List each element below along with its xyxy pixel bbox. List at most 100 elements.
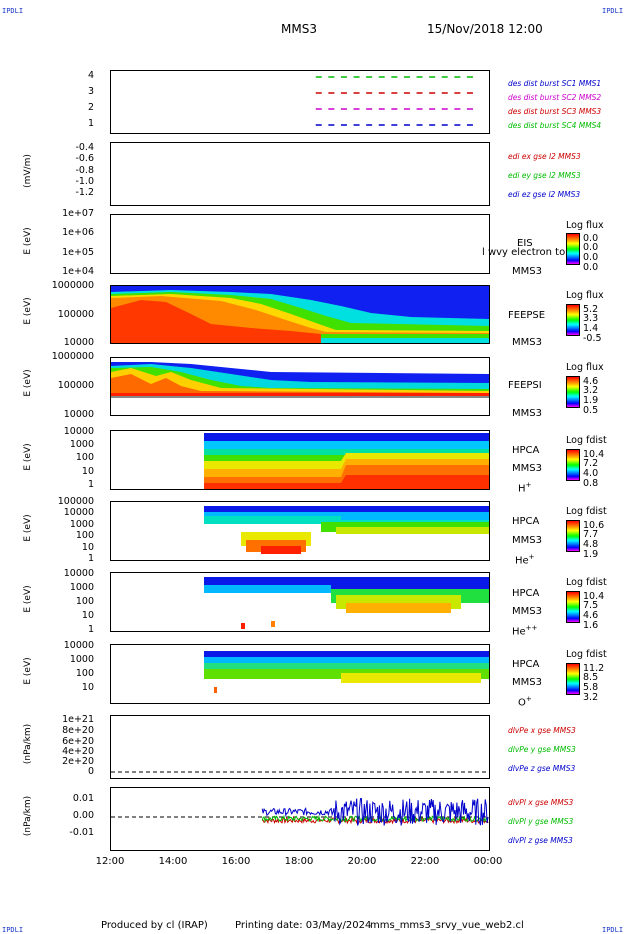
divpe-ytick: 8e+20: [62, 725, 94, 736]
burst-ytick: 3: [87, 86, 94, 97]
feepse-panel: [110, 285, 490, 344]
hpca-he-cb-title: Log fdist: [566, 506, 607, 517]
hpca-he2-ytick: 10000: [63, 568, 94, 579]
divpi-ytick: -0.01: [69, 827, 94, 838]
eis-cb-title: Log flux: [566, 220, 604, 231]
feepsi-colorbar: [566, 376, 580, 408]
eis-cb-tick: 0.0: [583, 233, 599, 244]
hpca-h-sc: MMS3: [512, 463, 542, 474]
eis-cb-tick: 0.0: [583, 242, 599, 253]
hpca-o-ytick: 10: [81, 682, 94, 693]
hpca-he2-sc: MMS3: [512, 606, 542, 617]
feepsi-name: FEEPSI: [508, 380, 542, 391]
hpca-he2-cb-tick: 7.5: [583, 600, 599, 611]
feepsi-cb-tick: 3.2: [583, 385, 599, 396]
hpca-o-panel: [110, 644, 490, 704]
species-charge: +: [525, 695, 532, 703]
feepsi-cb-tick: 4.6: [583, 376, 599, 387]
divpe-ytick: 1e+21: [62, 714, 94, 725]
burst-legend-2: des dist burst SC2 MMS2: [508, 93, 602, 102]
eis-ytick: 1e+07: [62, 208, 94, 219]
hpca-o-ytick: 10000: [63, 640, 94, 651]
hpca-he-ytick: 100000: [57, 496, 94, 507]
hpca-he2-ytick: 10: [81, 610, 94, 621]
species-charge: +: [525, 481, 532, 489]
hpca-o-ytick: 100: [75, 668, 94, 679]
divpi-ytick: 0.01: [72, 793, 94, 804]
x-tick: 18:00: [284, 856, 314, 867]
divpe-panel: [110, 715, 490, 779]
hpca-h-spectrogram: [204, 433, 489, 489]
hpca-h-species: H+: [518, 481, 531, 494]
footer-printing: Printing date: 03/May/2024: [235, 920, 372, 931]
divpe-legend-y: dlvPe y gse MMS3: [508, 745, 576, 754]
hpca-he2-species: He++: [512, 624, 537, 637]
x-tick: 20:00: [347, 856, 377, 867]
hpca-he-ytick: 100: [75, 530, 94, 541]
eis-ytick: 1e+06: [62, 227, 94, 238]
hpca-h-cb-tick: 7.2: [583, 458, 599, 469]
feepse-ytick: 100000: [57, 309, 94, 320]
hpca-he-sc: MMS3: [512, 535, 542, 546]
hpca-he2-ytick: 1000: [69, 582, 94, 593]
divpi-legend-y: dlvPl y gse MMS3: [508, 817, 574, 826]
feepse-cb-title: Log flux: [566, 290, 604, 301]
burst-legend-1: des dist burst SC1 MMS1: [508, 79, 602, 88]
edi-ytick: -0.6: [75, 153, 94, 164]
hpca-h-cb-title: Log fdist: [566, 435, 607, 446]
feepse-cb-tick: 1.4: [583, 323, 599, 334]
eis-cb-tick: 0.0: [583, 252, 599, 263]
burst-ytick: 1: [87, 118, 94, 129]
species-name: H: [518, 483, 526, 495]
feepsi-ytick: 10000: [63, 409, 94, 420]
hpca-he2-ytick: 100: [75, 596, 94, 607]
eis-overlay-text: l wvy electron to: [482, 247, 566, 258]
hpca-h-colorbar: [566, 449, 580, 481]
spacecraft-title: MMS3: [281, 22, 317, 36]
hpca-he-ytick: 10: [81, 542, 94, 553]
hpca-h-ytick: 10: [81, 466, 94, 477]
feepsi-ytick: 100000: [57, 380, 94, 391]
feepse-ytick: 10000: [63, 337, 94, 348]
datetime-title: 15/Nov/2018 12:00: [427, 22, 543, 36]
hpca-h-ytick: 100: [75, 452, 94, 463]
edi-legend-x: edi ex gse l2 MMS3: [508, 152, 581, 161]
eis-name: EIS: [517, 238, 533, 249]
hpca-h-cb-tick: 0.8: [583, 478, 599, 489]
feepse-cb-tick: 3.3: [583, 313, 599, 324]
burst-panel: [110, 70, 490, 134]
hpca-he2-cb-tick: 4.6: [583, 610, 599, 621]
divpe-ytick: 0: [87, 766, 94, 777]
burst-legend-3: des dist burst SC3 MMS3: [508, 107, 602, 116]
feepse-sc: MMS3: [512, 337, 542, 348]
hpca-he-spectrogram: [204, 506, 489, 554]
hpca-o-cb-tick: 11.2: [583, 663, 605, 674]
feepse-cb-tick: 5.2: [583, 304, 599, 315]
eis-ytick: 1e+05: [62, 247, 94, 258]
feepse-colorbar: [566, 304, 580, 336]
hpca-o-cb-tick: 5.8: [583, 682, 599, 693]
burst-plot: [315, 76, 473, 126]
hpca-he2-spectrogram: [204, 577, 489, 629]
species-name: He: [512, 626, 526, 638]
hpca-o-name: HPCA: [512, 659, 540, 670]
corner-label-br: IPDLI: [602, 926, 624, 934]
corner-label-tl: IPDLI: [2, 7, 24, 15]
feepsi-cb-title: Log flux: [566, 362, 604, 373]
hpca-h-cb-tick: 4.0: [583, 468, 599, 479]
burst-ytick: 2: [87, 102, 94, 113]
species-name: O: [518, 697, 526, 709]
hpca-he-ytick: 1: [87, 553, 94, 564]
divpe-legend-x: dlvPe x gse MMS3: [508, 726, 576, 735]
x-tick: 14:00: [158, 856, 188, 867]
hpca-o-cb-tick: 3.2: [583, 692, 599, 703]
footer-produced: Produced by cl (IRAP): [101, 920, 208, 931]
x-tick: 22:00: [410, 856, 440, 867]
x-tick: 00:00: [473, 856, 503, 867]
hpca-he2-ytick: 1: [87, 624, 94, 635]
hpca-o-ytick: 1000: [69, 654, 94, 665]
feepsi-ytick: 1000000: [51, 351, 94, 362]
feepsi-panel: [110, 357, 490, 416]
hpca-he-cb-tick: 10.6: [583, 520, 605, 531]
hpca-o-cb-tick: 8.5: [583, 672, 599, 683]
